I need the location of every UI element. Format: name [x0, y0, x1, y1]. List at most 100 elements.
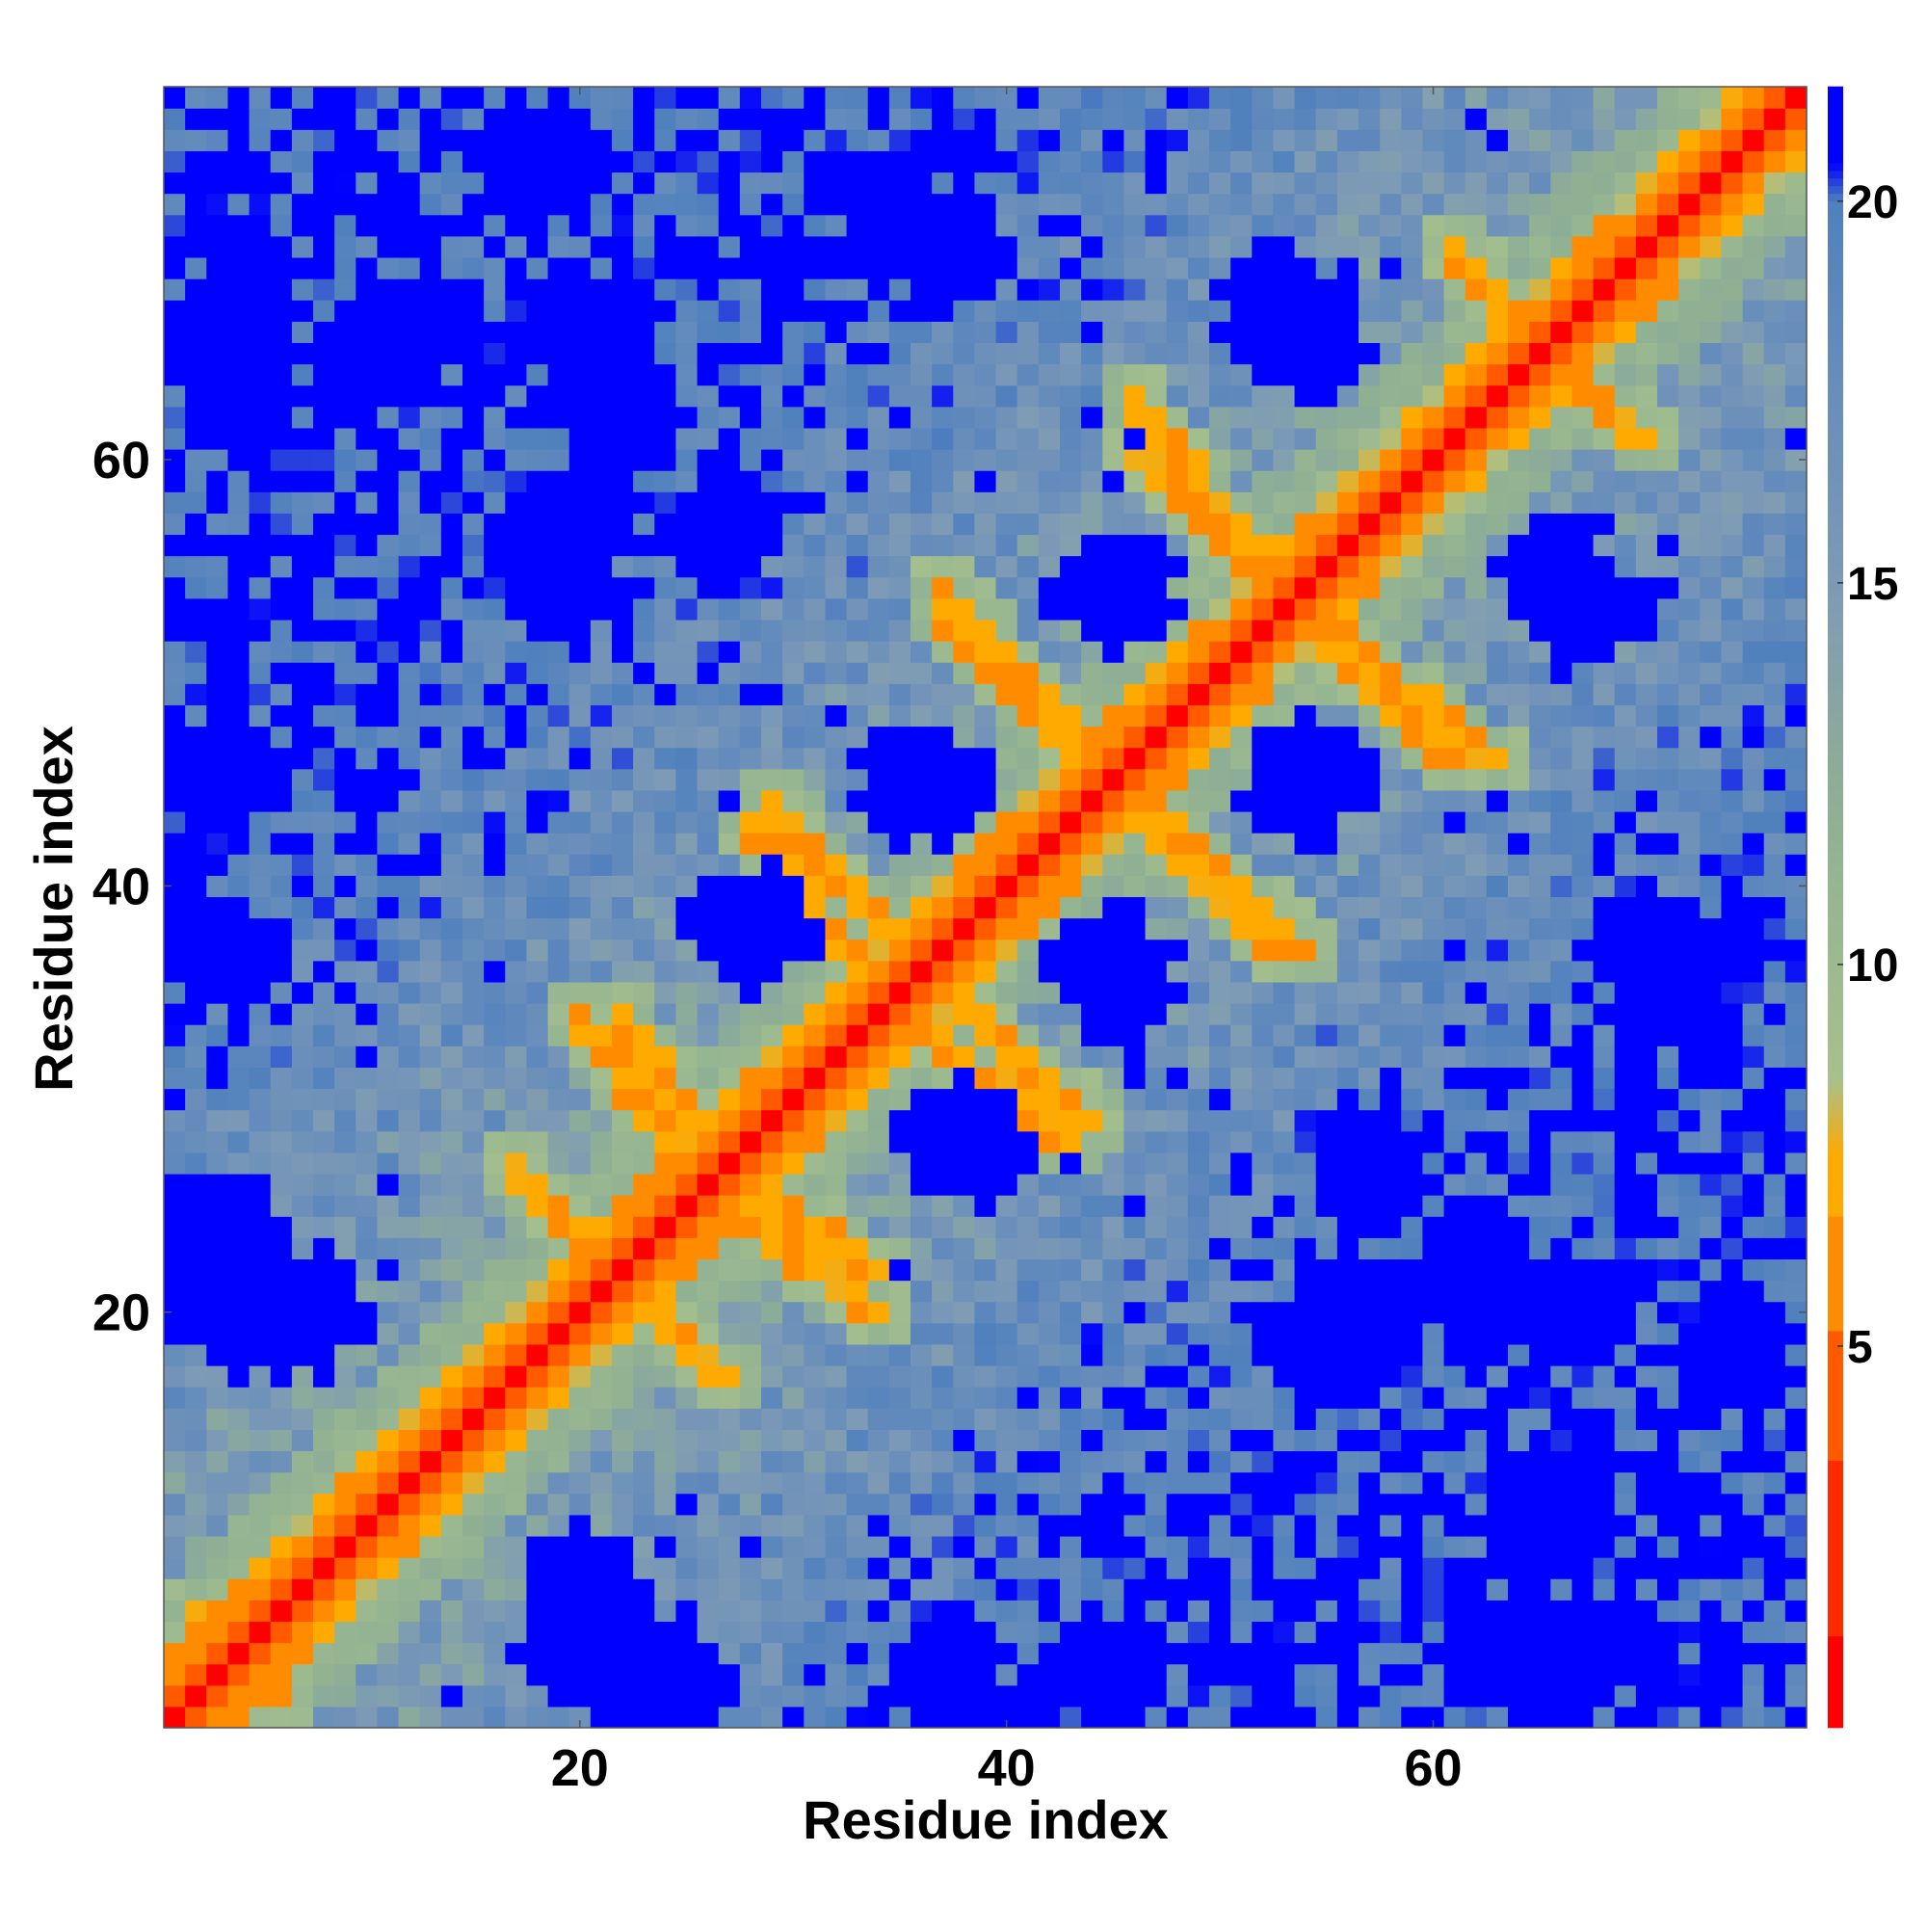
heatmap-cell	[185, 256, 207, 279]
heatmap-cell	[1273, 1387, 1296, 1409]
heatmap-cell	[804, 1173, 827, 1196]
heatmap-cell	[1422, 491, 1445, 514]
heatmap-cell	[1273, 747, 1296, 770]
heatmap-cell	[270, 1642, 293, 1665]
heatmap-cell	[1380, 1280, 1402, 1303]
heatmap-cell	[995, 1684, 1018, 1707]
heatmap-cell	[804, 683, 827, 705]
heatmap-cell	[590, 726, 613, 749]
heatmap-cell	[1102, 1237, 1125, 1260]
heatmap-cell	[761, 384, 783, 408]
heatmap-cell	[1209, 1280, 1231, 1303]
heatmap-cell	[739, 129, 762, 151]
heatmap-cell	[398, 1109, 421, 1132]
heatmap-cell	[612, 662, 634, 684]
heatmap-cell	[1401, 875, 1424, 898]
heatmap-cell	[547, 427, 570, 450]
heatmap-cell	[1465, 87, 1488, 109]
heatmap-cell	[185, 193, 207, 216]
heatmap-cell	[206, 981, 229, 1004]
heatmap-cell	[313, 1514, 335, 1537]
heatmap-cell	[1529, 342, 1551, 365]
heatmap-cell	[1465, 1493, 1488, 1516]
heatmap-cell	[1145, 810, 1168, 834]
heatmap-cell	[185, 87, 207, 109]
heatmap-cell	[782, 278, 805, 301]
heatmap-cell	[825, 1706, 848, 1729]
heatmap-cell	[164, 193, 186, 216]
heatmap-cell	[675, 172, 699, 195]
heatmap-cell	[1315, 534, 1338, 557]
heatmap-cell	[547, 960, 570, 983]
heatmap-cell	[590, 448, 613, 471]
heatmap-cell	[206, 810, 229, 834]
heatmap-cell	[1486, 1663, 1509, 1686]
heatmap-cell	[654, 960, 677, 983]
heatmap-cell	[1123, 768, 1147, 791]
heatmap-cell	[846, 1067, 869, 1090]
heatmap-cell	[590, 278, 613, 301]
heatmap-cell	[739, 1343, 762, 1366]
heatmap-cell	[1315, 597, 1338, 621]
heatmap-cell	[718, 1535, 741, 1558]
heatmap-cell	[1145, 875, 1168, 898]
heatmap-cell	[313, 1621, 335, 1644]
heatmap-cell	[1443, 172, 1466, 195]
heatmap-cell	[505, 939, 528, 962]
heatmap-cell	[590, 1365, 613, 1388]
heatmap-cell	[1252, 172, 1275, 195]
heatmap-cell	[633, 1514, 655, 1537]
heatmap-cell	[440, 214, 463, 237]
heatmap-cell	[1166, 1109, 1189, 1132]
heatmap-cell	[1315, 87, 1338, 109]
heatmap-cell	[526, 214, 549, 237]
heatmap-cell	[590, 256, 613, 279]
heatmap-cell	[484, 683, 506, 705]
heatmap-cell	[1209, 683, 1231, 705]
heatmap-cell	[974, 726, 997, 749]
heatmap-cell	[547, 1621, 570, 1644]
heatmap-cell	[227, 1237, 251, 1260]
heatmap-cell	[888, 1343, 911, 1366]
heatmap-cell	[1529, 1514, 1551, 1537]
heatmap-cell	[1294, 1067, 1317, 1090]
heatmap-cell	[185, 108, 207, 130]
heatmap-cell	[1166, 1450, 1189, 1473]
heatmap-cell	[1422, 1429, 1445, 1452]
heatmap-cell	[953, 1429, 976, 1452]
heatmap-cell	[1187, 1216, 1210, 1238]
heatmap-cell	[484, 1088, 506, 1111]
heatmap-cell	[846, 1621, 869, 1644]
heatmap-cell	[1016, 363, 1040, 386]
heatmap-cell	[953, 1600, 976, 1623]
heatmap-cell	[974, 1621, 997, 1644]
heatmap-cell	[1508, 726, 1530, 749]
heatmap-cell	[1166, 1258, 1189, 1282]
heatmap-cell	[867, 875, 890, 898]
heatmap-cell	[911, 1429, 933, 1452]
heatmap-cell	[1166, 256, 1189, 279]
heatmap-cell	[1252, 896, 1275, 919]
heatmap-cell	[505, 129, 528, 151]
heatmap-cell	[1166, 1088, 1189, 1111]
heatmap-cell	[291, 896, 314, 919]
heatmap-cell	[846, 683, 869, 705]
heatmap-cell	[334, 981, 356, 1004]
heatmap-cell	[995, 1237, 1018, 1260]
heatmap-cell	[568, 1642, 592, 1665]
heatmap-cell	[291, 87, 314, 109]
heatmap-cell	[1508, 939, 1530, 962]
heatmap-cell	[484, 1621, 506, 1644]
heatmap-cell	[462, 939, 485, 962]
heatmap-cell	[1102, 363, 1125, 386]
heatmap-cell	[590, 619, 613, 642]
heatmap-cell	[953, 896, 976, 919]
heatmap-cell	[1060, 448, 1082, 471]
heatmap-cell	[1123, 1408, 1147, 1430]
heatmap-cell	[1486, 1301, 1509, 1324]
heatmap-cell	[249, 108, 272, 130]
heatmap-cell	[1273, 513, 1296, 536]
heatmap-cell	[1359, 1600, 1381, 1623]
heatmap-cell	[867, 321, 890, 344]
heatmap-cell	[1081, 854, 1103, 876]
